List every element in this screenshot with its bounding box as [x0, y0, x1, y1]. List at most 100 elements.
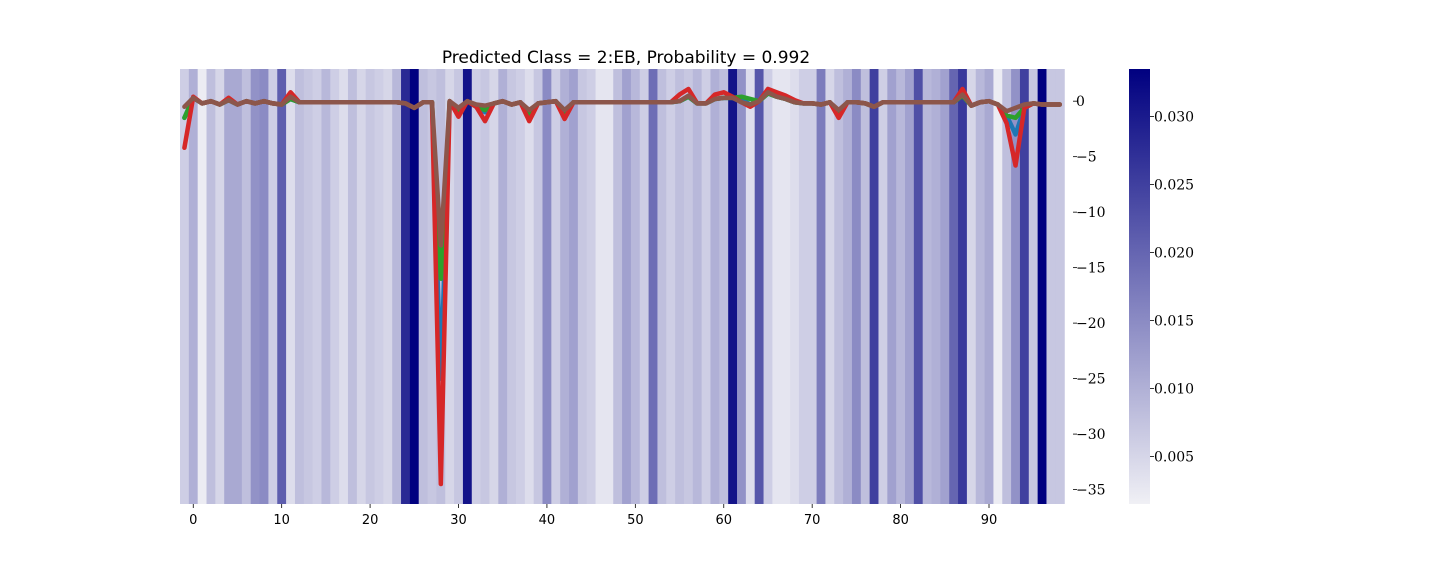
heatmap-cell: [878, 69, 888, 504]
heatmap-cell: [657, 69, 667, 504]
colorbar-tick-label: 0.015: [1154, 313, 1194, 329]
heatmap-cell: [560, 69, 570, 504]
heatmap-cell: [869, 69, 880, 504]
heatmap-cell: [507, 69, 517, 504]
x-tick-label: 40: [539, 513, 556, 528]
heatmap-cell: [931, 69, 941, 504]
heatmap-cell: [1011, 69, 1021, 504]
heatmap-cell: [940, 69, 950, 504]
heatmap-cell: [206, 69, 216, 504]
heatmap-cell: [807, 69, 818, 504]
x-tick-label: 60: [715, 513, 732, 528]
heatmap-cell: [418, 69, 429, 504]
heatmap-cell: [772, 69, 782, 504]
heatmap-cell: [197, 69, 208, 504]
heatmap-cell: [993, 69, 1003, 504]
series-lines: [182, 86, 1062, 487]
y-tick-label: −15: [1076, 261, 1106, 277]
heatmap-cell: [622, 69, 632, 504]
heatmap-cell: [825, 69, 835, 504]
heatmap-cell: [356, 69, 367, 504]
heatmap-cell: [409, 69, 420, 504]
heatmap-cell: [745, 69, 756, 504]
x-axis: 0 10 20 30 40 50 60 70 80 90: [189, 504, 997, 528]
heatmap-cell: [259, 69, 270, 504]
heatmap-cell: [383, 69, 393, 504]
y-tick-label: −35: [1076, 483, 1106, 499]
heatmap-cell: [816, 69, 827, 504]
x-tick-label: 20: [362, 513, 379, 528]
heatmap-cell: [958, 69, 968, 504]
heatmap-cell: [675, 69, 685, 504]
colorbar-ticks: 0.005 0.010 0.015 0.020 0.025 0.030: [1150, 110, 1194, 465]
x-tick-label: 30: [450, 513, 467, 528]
heatmap-cell: [533, 69, 544, 504]
heatmap-cell: [905, 69, 915, 504]
series-line: [182, 90, 1062, 248]
heatmap-cell: [1055, 69, 1065, 504]
heatmap-cell: [1037, 69, 1048, 504]
heatmap-cell: [542, 69, 552, 504]
colorbar: [1129, 69, 1150, 504]
heatmap-cell: [427, 69, 438, 504]
heatmap-cell: [286, 69, 296, 504]
heatmap-cell: [701, 69, 712, 504]
y-tick-label: −30: [1076, 427, 1106, 443]
x-tick-label: 70: [804, 513, 821, 528]
heatmap-cell: [790, 69, 800, 504]
heatmap-cell: [445, 69, 455, 504]
heatmap-cell: [860, 69, 871, 504]
heatmap-cell: [887, 69, 897, 504]
heatmap-cell: [683, 69, 694, 504]
heatmap-cell: [268, 69, 278, 504]
heatmap-cell: [949, 69, 959, 504]
colorbar-tick-label: 0.030: [1154, 110, 1194, 126]
heatmap-cell: [294, 69, 305, 504]
y-tick-label: −5: [1076, 150, 1097, 166]
heatmap-cell: [436, 69, 446, 504]
heatmap-cell: [577, 69, 588, 504]
heatmap-cell: [595, 69, 605, 504]
x-tick-label: 90: [981, 513, 998, 528]
heatmap-cell: [339, 69, 349, 504]
heatmap-cell: [692, 69, 703, 504]
x-tick-label: 80: [892, 513, 909, 528]
y-tick-label: 0: [1076, 94, 1085, 110]
colorbar-tick-label: 0.005: [1154, 449, 1194, 465]
heatmap-cell: [984, 69, 995, 504]
heatmap-cell: [250, 69, 261, 504]
heatmap-cell: [666, 69, 676, 504]
colorbar-tick-label: 0.020: [1154, 246, 1194, 262]
heatmap-cell: [188, 69, 199, 504]
heatmap-cell: [1028, 69, 1039, 504]
heatmap-cell: [639, 69, 650, 504]
heatmap-cell: [728, 69, 738, 504]
x-tick-label: 50: [627, 513, 644, 528]
heatmap-cell: [303, 69, 314, 504]
x-tick-label: 10: [273, 513, 290, 528]
heatmap-stripes: [180, 69, 1065, 504]
heatmap-cell: [365, 69, 376, 504]
y-axis: 0 −5 −10 −15 −20 −25 −30 −35: [1073, 94, 1106, 499]
heatmap-cell: [781, 69, 791, 504]
heatmap-cell: [719, 69, 729, 504]
chart-title: Predicted Class = 2:EB, Probability = 0.…: [442, 48, 810, 68]
heatmap-cell: [401, 69, 411, 504]
heatmap-cell: [551, 69, 561, 504]
heatmap-cell: [1002, 69, 1012, 504]
heatmap-cell: [843, 69, 853, 504]
y-tick-label: −20: [1076, 316, 1106, 332]
heatmap-cell: [224, 69, 234, 504]
heatmap-cell: [604, 69, 614, 504]
heatmap-cell: [896, 69, 906, 504]
heatmap-cell: [630, 69, 641, 504]
heatmap-cell: [241, 69, 252, 504]
heatmap-cell: [489, 69, 499, 504]
heatmap-cell: [480, 69, 491, 504]
heatmap-cell: [754, 69, 765, 504]
heatmap-cell: [321, 69, 331, 504]
y-tick-label: −25: [1076, 372, 1106, 388]
heatmap-cell: [312, 69, 323, 504]
heatmap-cell: [392, 69, 402, 504]
